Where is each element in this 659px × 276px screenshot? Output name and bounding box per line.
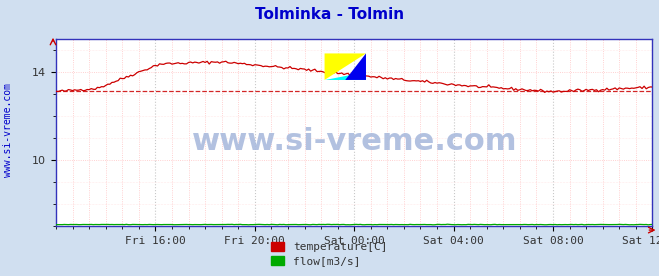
- Text: www.si-vreme.com: www.si-vreme.com: [3, 83, 13, 177]
- Legend: temperature[C], flow[m3/s]: temperature[C], flow[m3/s]: [267, 237, 392, 270]
- Polygon shape: [325, 72, 366, 80]
- Text: Tolminka - Tolmin: Tolminka - Tolmin: [255, 7, 404, 22]
- Polygon shape: [345, 54, 366, 80]
- Text: www.si-vreme.com: www.si-vreme.com: [192, 127, 517, 156]
- Polygon shape: [325, 54, 366, 80]
